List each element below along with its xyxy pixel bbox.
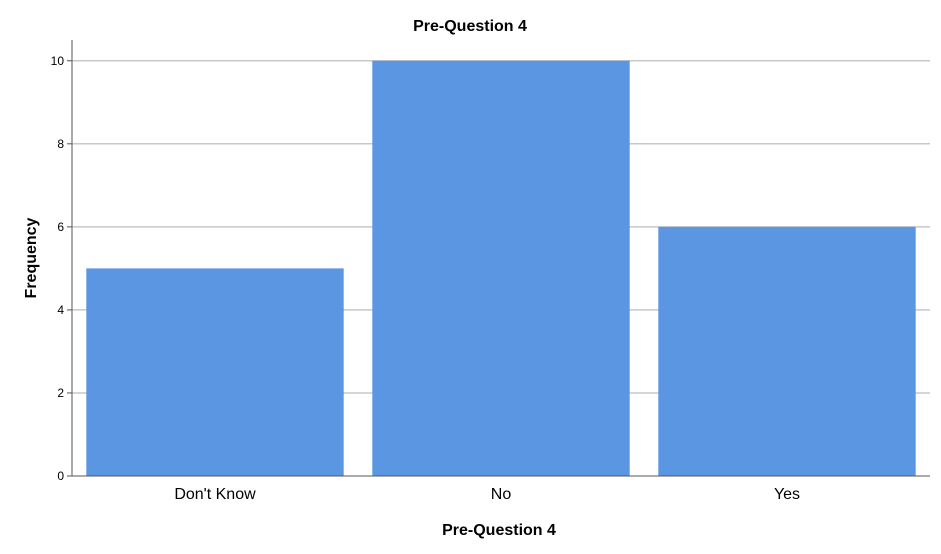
y-tick-label-4: 4 — [57, 303, 64, 317]
bar-yes — [658, 226, 916, 476]
chart-title: Pre-Question 4 — [413, 18, 527, 35]
y-tick-label-0: 0 — [57, 469, 64, 483]
x-tick-label-2: Yes — [774, 486, 800, 503]
y-tick-label-6: 6 — [57, 220, 64, 234]
bar-no — [372, 60, 630, 477]
y-tick-labels: 0 2 4 6 8 10 — [51, 54, 65, 483]
x-tick-label-0: Don't Know — [174, 486, 256, 503]
y-tick-label-8: 8 — [57, 137, 64, 151]
bars-group — [86, 60, 916, 477]
y-tick-label-2: 2 — [57, 386, 64, 400]
bar-don-t-know — [86, 268, 344, 476]
x-axis-label: Pre-Question 4 — [442, 522, 556, 539]
x-tick-labels: Don't Know No Yes — [174, 486, 800, 503]
x-tick-label-1: No — [491, 486, 512, 503]
axes-group — [71, 40, 930, 477]
y-tick-label-10: 10 — [51, 54, 65, 68]
y-axis-label: Frequency — [23, 217, 40, 298]
